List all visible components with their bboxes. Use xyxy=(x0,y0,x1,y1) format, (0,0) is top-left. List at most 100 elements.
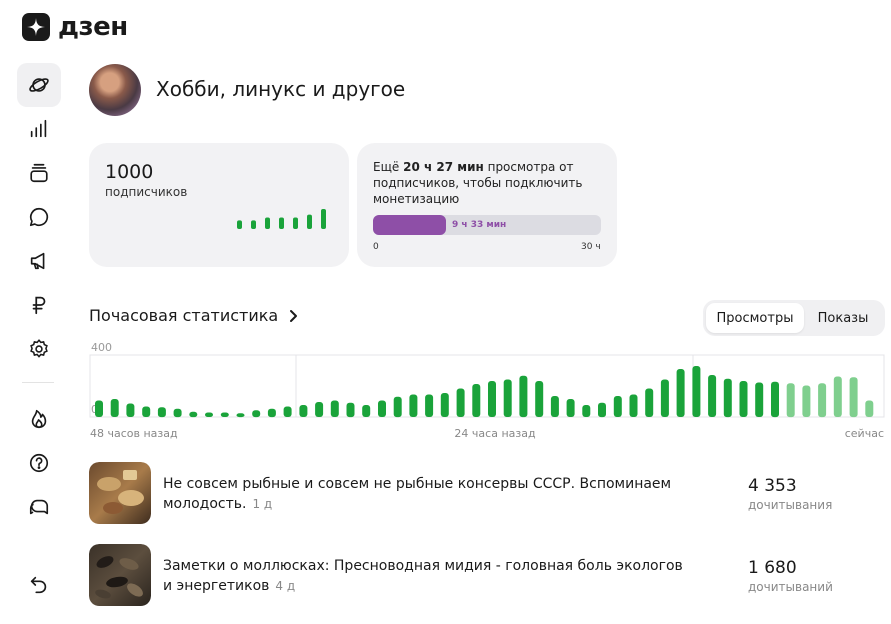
chart-bar[interactable] xyxy=(519,375,528,418)
hourly-views-chart: 400 0 48 часов назад 24 часа назад сейчас xyxy=(89,340,885,444)
sidebar-item-feedback[interactable] xyxy=(17,485,61,529)
subscribers-card[interactable]: 1000 подписчиков xyxy=(89,143,349,267)
chart-frame xyxy=(89,354,885,418)
sidebar-item-help[interactable] xyxy=(17,441,61,485)
chart-bar[interactable] xyxy=(802,385,811,418)
chart-bar[interactable] xyxy=(582,405,591,417)
dzen-logo-icon xyxy=(22,13,50,41)
article-read-label: дочитывания xyxy=(748,498,833,512)
trend-bar xyxy=(293,217,298,229)
trend-bar xyxy=(307,214,312,229)
ruble-icon xyxy=(32,296,46,315)
chart-bar[interactable] xyxy=(692,366,701,417)
article-thumbnail xyxy=(89,462,151,524)
chart-bar[interactable] xyxy=(550,396,559,417)
sidebar-item-back[interactable] xyxy=(17,563,61,607)
monetization-card[interactable]: Ещё 20 ч 27 мин просмотра от подписчиков… xyxy=(357,143,617,267)
chart-bar[interactable] xyxy=(330,400,339,418)
article-title-text: Заметки о моллюсках: Пресноводная мидия … xyxy=(163,558,683,594)
trend-bar xyxy=(251,220,256,229)
chart-bar[interactable] xyxy=(645,388,654,418)
dzen-logo[interactable]: дзен xyxy=(22,12,128,42)
chart-bar[interactable] xyxy=(771,381,779,418)
chart-bar[interactable] xyxy=(629,394,638,418)
chart-bar[interactable] xyxy=(205,412,213,418)
chart-bar[interactable] xyxy=(613,396,622,417)
chart-bar[interactable] xyxy=(535,381,544,417)
chart-bar[interactable] xyxy=(362,405,371,417)
chart-bar[interactable] xyxy=(440,393,449,417)
chart-bar[interactable] xyxy=(220,412,229,418)
chart-bar[interactable] xyxy=(95,400,103,418)
gear-icon xyxy=(30,339,48,358)
chart-bar[interactable] xyxy=(283,406,292,418)
sidebar-item-channel[interactable] xyxy=(17,63,61,107)
chart-bar[interactable] xyxy=(849,377,858,418)
article-read-label: дочитываний xyxy=(748,580,833,594)
chart-bar[interactable] xyxy=(755,382,764,418)
channel-avatar[interactable] xyxy=(89,64,141,116)
sidebar-item-promo[interactable] xyxy=(17,239,61,283)
article-item[interactable]: Заметки о моллюсках: Пресноводная мидия … xyxy=(89,544,885,608)
chart-bar[interactable] xyxy=(456,388,465,418)
chart-bar[interactable] xyxy=(315,402,324,417)
article-item[interactable]: Не совсем рыбные и совсем не рыбные конс… xyxy=(89,462,885,526)
chart-bar[interactable] xyxy=(708,375,717,417)
tab-views[interactable]: Просмотры xyxy=(706,303,804,333)
chart-bar[interactable] xyxy=(865,400,874,418)
comments-icon xyxy=(29,207,49,227)
chart-bar[interactable] xyxy=(472,384,481,417)
chart-bar[interactable] xyxy=(299,405,308,417)
trend-bar xyxy=(265,217,270,229)
tab-impressions[interactable]: Показы xyxy=(817,310,869,326)
chart-bar[interactable] xyxy=(157,407,166,418)
chart-bar[interactable] xyxy=(676,369,685,417)
sidebar-item-comments[interactable] xyxy=(17,195,61,239)
monetization-text: Ещё 20 ч 27 мин просмотра от подписчиков… xyxy=(373,159,605,207)
chart-bar[interactable] xyxy=(425,394,434,418)
progress-min-label: 0 xyxy=(373,242,379,252)
chart-bar[interactable] xyxy=(503,379,512,418)
chart-bar[interactable] xyxy=(833,376,842,418)
chat-icon xyxy=(29,499,49,515)
trend-bar xyxy=(279,217,284,229)
sidebar-item-monetization[interactable] xyxy=(17,283,61,327)
chart-bar[interactable] xyxy=(189,411,198,418)
chart-bar[interactable] xyxy=(236,413,245,418)
chart-bar[interactable] xyxy=(488,381,496,417)
stats-metric-switch: Просмотры Показы xyxy=(703,300,885,336)
chart-bar[interactable] xyxy=(110,399,119,417)
hourly-views-chart-svg: 400 0 48 часов назад 24 часа назад сейчас xyxy=(89,341,885,440)
chart-bar[interactable] xyxy=(142,406,151,418)
chart-bar[interactable] xyxy=(818,383,827,418)
chart-bar[interactable] xyxy=(378,400,386,418)
stats-icon xyxy=(30,119,47,138)
chart-bar[interactable] xyxy=(393,396,402,418)
publications-icon xyxy=(30,163,48,183)
progress-max-label: 30 ч xyxy=(581,242,601,252)
chart-bar[interactable] xyxy=(660,379,669,418)
chart-bar[interactable] xyxy=(739,381,748,417)
chart-bar[interactable] xyxy=(786,383,795,418)
chart-bar[interactable] xyxy=(126,403,135,418)
article-age: 1 д xyxy=(252,497,273,511)
chart-bar[interactable] xyxy=(252,410,261,418)
megaphone-icon xyxy=(30,252,45,270)
chart-bar[interactable] xyxy=(173,408,182,418)
chart-bar[interactable] xyxy=(409,394,418,418)
chart-bar[interactable] xyxy=(566,399,575,417)
hourly-stats-link[interactable]: Почасовая статистика xyxy=(89,306,298,325)
article-title[interactable]: Заметки о моллюсках: Пресноводная мидия … xyxy=(163,556,683,596)
chart-bar[interactable] xyxy=(598,402,606,418)
sidebar-item-settings[interactable] xyxy=(17,327,61,371)
article-title[interactable]: Не совсем рыбные и совсем не рыбные конс… xyxy=(163,474,683,514)
sidebar-item-trending[interactable] xyxy=(17,397,61,441)
chart-bar[interactable] xyxy=(346,402,355,418)
chart-bar[interactable] xyxy=(267,408,276,418)
subscribers-count: 1000 xyxy=(105,161,154,183)
chart-bar[interactable] xyxy=(723,378,732,418)
monetization-progress-fill xyxy=(373,215,446,235)
article-thumbnail xyxy=(89,544,151,606)
sidebar-item-stats[interactable] xyxy=(17,107,61,151)
sidebar-item-publications[interactable] xyxy=(17,151,61,195)
